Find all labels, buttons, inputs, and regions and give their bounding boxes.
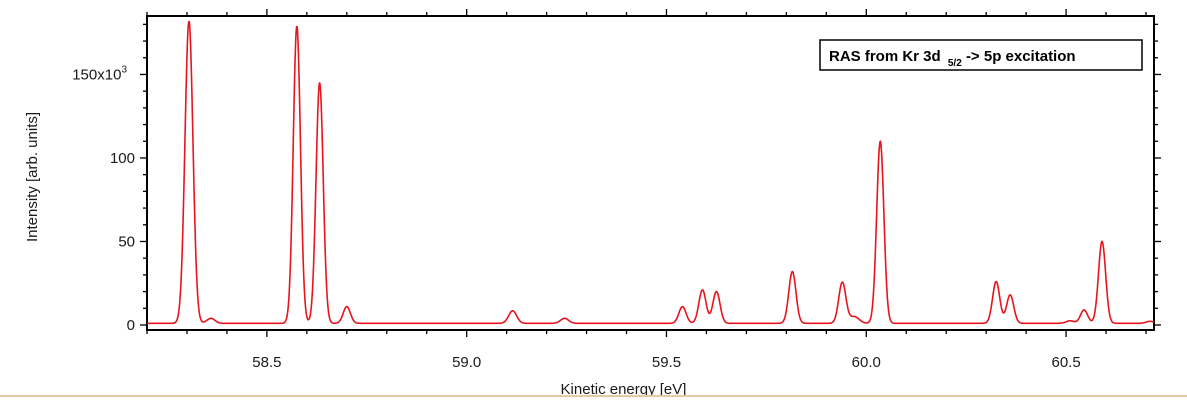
y-axis-label: Intensity [arb. units] (24, 112, 41, 242)
top-axis-ticks (146, 9, 1147, 16)
y-tick-label: 100 (110, 150, 135, 167)
x-tick-label: 58.5 (252, 354, 281, 371)
x-tick-label: 60.0 (852, 354, 881, 371)
x-tick-label: 60.5 (1051, 354, 1080, 371)
plot-frame (146, 15, 1155, 331)
legend-main: RAS from Kr 3d (829, 48, 941, 65)
x-tick-label: 59.5 (652, 354, 681, 371)
right-axis-ticks (1154, 23, 1161, 326)
y-exponent: 3 (121, 64, 127, 75)
series-line (147, 20, 1155, 325)
legend-box: RAS from Kr 3d 5/2 -> 5p excitation (819, 39, 1143, 71)
y-tick-label: 50 (118, 233, 135, 250)
legend-rest: -> 5p excitation (966, 48, 1076, 65)
y-axis-ticks: 0 50 100 150x103 (72, 23, 147, 334)
bottom-rule (0, 395, 1187, 397)
x-axis-ticks: 58.5 59.0 59.5 60.0 60.5 (146, 330, 1147, 371)
x-axis-label: Kinetic energy [eV] (561, 381, 687, 398)
legend-subscript: 5/2 (948, 58, 962, 69)
y-tick-label: 150x103 (72, 64, 127, 83)
x-tick-label: 59.0 (452, 354, 481, 371)
y-tick-label: 0 (127, 317, 135, 334)
legend-label: RAS from Kr 3d 5/2 -> 5p excitation (829, 48, 1076, 70)
